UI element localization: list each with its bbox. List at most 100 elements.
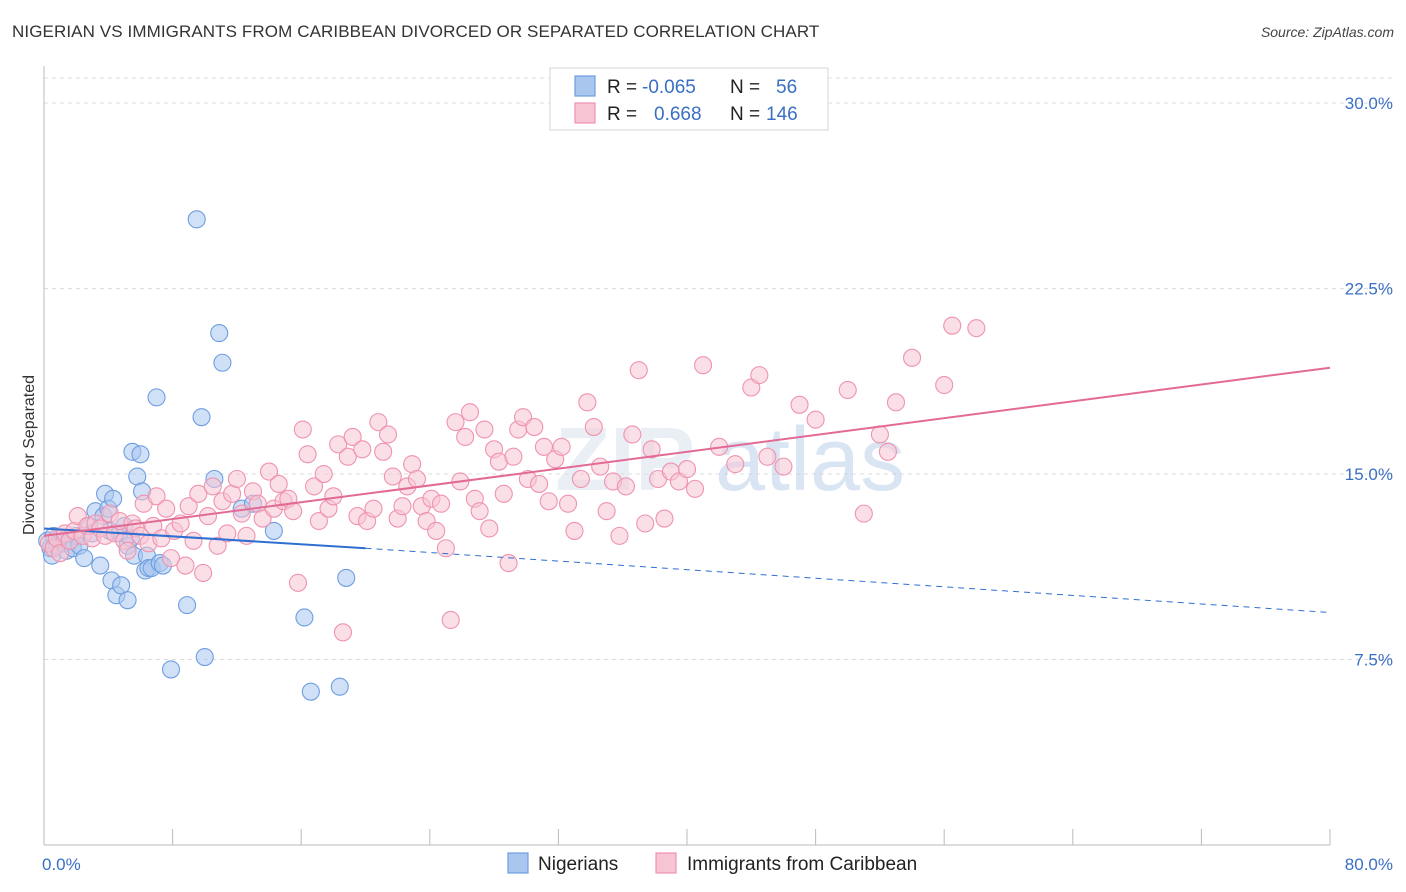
caribbean-point-85 xyxy=(441,610,460,630)
nigerian-point-39 xyxy=(147,388,166,407)
caribbean-point-132 xyxy=(750,366,769,385)
caribbean-point-126 xyxy=(677,460,697,479)
caribbean-point-25 xyxy=(147,487,166,506)
caribbean-point-135 xyxy=(790,395,809,414)
nigerian-point-16 xyxy=(91,556,110,575)
caribbean-point-37 xyxy=(203,477,222,496)
caribbean-point-123 xyxy=(655,509,674,528)
legend-n-label-2: N = xyxy=(730,104,760,125)
x-tick-min: 0.0% xyxy=(42,855,81,874)
caribbean-point-138 xyxy=(854,504,873,523)
caribbean-point-117 xyxy=(616,477,635,496)
caribbean-point-83 xyxy=(432,494,451,513)
nigerian-point-33 xyxy=(131,445,150,464)
caribbean-point-93 xyxy=(480,519,499,538)
caribbean-point-75 xyxy=(393,497,412,516)
caribbean-point-31 xyxy=(176,556,195,575)
bottom-legend-swatch-caribbean xyxy=(655,852,677,874)
caribbean-point-144 xyxy=(943,316,962,335)
bottom-legend-swatch-nigerians xyxy=(507,852,529,874)
caribbean-point-130 xyxy=(726,455,745,474)
caribbean-point-116 xyxy=(610,526,629,545)
bottom-legend-nigerians: Nigerians xyxy=(538,854,618,875)
nigerian-point-55 xyxy=(330,677,349,696)
caribbean-point-70 xyxy=(369,413,388,432)
nigerian-point-28 xyxy=(118,591,137,610)
caribbean-point-111 xyxy=(578,393,597,412)
caribbean-point-134 xyxy=(774,457,793,476)
chart-title: NIGERIAN VS IMMIGRANTS FROM CARIBBEAN DI… xyxy=(12,22,820,41)
grid-lines xyxy=(44,77,1392,661)
caribbean-point-62 xyxy=(329,435,348,454)
caribbean-point-55 xyxy=(293,420,312,439)
nigerian-point-53 xyxy=(295,608,314,627)
caribbean-point-33 xyxy=(184,531,203,550)
caribbean-point-96 xyxy=(494,484,513,503)
caribbean-point-119 xyxy=(629,361,648,380)
caribbean-point-34 xyxy=(189,484,208,503)
caribbean-point-127 xyxy=(685,479,705,498)
caribbean-point-97 xyxy=(499,554,518,573)
nigerian-point-52 xyxy=(264,521,283,540)
y-tick-label-2: 22.5% xyxy=(1345,280,1393,299)
caribbean-point-143 xyxy=(935,375,954,395)
legend-swatch-nigerians xyxy=(574,75,596,97)
x-tick-max: 80.0% xyxy=(1345,855,1393,874)
nigerian-point-48 xyxy=(210,324,229,343)
caribbean-point-35 xyxy=(194,563,213,583)
caribbean-trend-line xyxy=(43,366,1331,537)
nigerian-point-22 xyxy=(104,489,123,508)
caribbean-point-57 xyxy=(305,477,324,496)
nigerian-point-56 xyxy=(337,568,356,587)
caribbean-point-103 xyxy=(530,474,549,493)
legend-swatch-caribbean xyxy=(574,102,596,124)
legend-r-value-1: -0.065 xyxy=(642,77,696,98)
caribbean-point-78 xyxy=(407,469,426,489)
caribbean-point-72 xyxy=(378,425,398,444)
legend-r-label-2: R = xyxy=(607,104,637,125)
caribbean-point-53 xyxy=(284,502,303,521)
nigerian-point-49 xyxy=(213,353,232,372)
y-tick-label-0: 7.5% xyxy=(1354,651,1393,670)
caribbean-point-86 xyxy=(446,413,465,432)
caribbean-point-27 xyxy=(157,499,176,518)
nigerian-point-44 xyxy=(187,210,206,229)
nigerian-point-46 xyxy=(195,648,214,667)
trend-lines xyxy=(43,366,1331,614)
caribbean-point-38 xyxy=(208,536,227,555)
caribbean-point-120 xyxy=(636,514,655,533)
caribbean-point-137 xyxy=(838,380,857,400)
bottom-legend: Nigerians Immigrants from Caribbean xyxy=(507,852,917,875)
bottom-legend-caribbean: Immigrants from Caribbean xyxy=(687,854,917,875)
caribbean-point-128 xyxy=(694,356,713,375)
caribbean-point-136 xyxy=(806,410,825,429)
caribbean-point-110 xyxy=(571,469,590,489)
y-tick-label-1: 15.0% xyxy=(1345,465,1393,484)
caribbean-point-114 xyxy=(597,502,616,521)
caribbean-point-3 xyxy=(51,544,70,563)
axes xyxy=(43,66,1331,846)
caribbean-point-142 xyxy=(902,348,922,367)
caribbean-point-109 xyxy=(565,521,584,540)
caribbean-point-56 xyxy=(298,445,317,464)
caribbean-point-88 xyxy=(456,427,475,447)
nigerian-trend-dashed xyxy=(365,547,1331,614)
caribbean-point-139 xyxy=(870,425,889,444)
caribbean-point-98 xyxy=(504,447,523,466)
caribbean-point-104 xyxy=(534,437,553,456)
caribbean-point-84 xyxy=(436,539,455,558)
caribbean-point-63 xyxy=(333,623,353,642)
legend-n-value-1: 56 xyxy=(776,77,797,98)
legend-n-value-2: 146 xyxy=(766,104,798,125)
caribbean-point-42 xyxy=(227,469,246,489)
caribbean-point-69 xyxy=(364,499,383,518)
caribbean-point-65 xyxy=(343,427,362,447)
caribbean-point-71 xyxy=(374,442,393,461)
nigerian-point-42 xyxy=(161,660,181,679)
caribbean-point-40 xyxy=(218,524,237,543)
caribbean-point-102 xyxy=(525,418,544,437)
caribbean-point-89 xyxy=(460,403,480,422)
nigerian-point-54 xyxy=(301,682,320,701)
caribbean-point-73 xyxy=(383,467,402,486)
caribbean-point-121 xyxy=(642,440,661,459)
